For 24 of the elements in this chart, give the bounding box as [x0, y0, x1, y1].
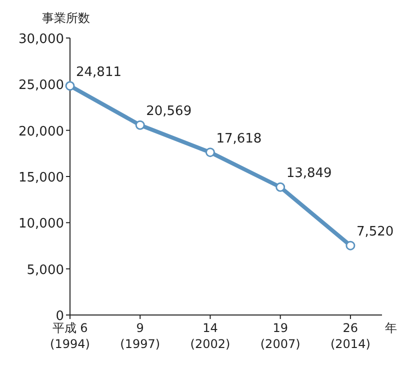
y-tick-label: 15,000 [18, 170, 64, 186]
x-axis-title: 年 [385, 321, 397, 335]
y-tick-label: 0 [56, 309, 64, 324]
x-tick-label: 9 (1997) [120, 321, 160, 351]
data-label: 7,520 [356, 224, 394, 240]
y-tick-label: 5,000 [26, 262, 64, 278]
x-tick-label: 14 (2002) [190, 321, 230, 351]
point [205, 148, 215, 158]
point [346, 240, 356, 250]
data-label: 17,618 [216, 131, 262, 146]
point [65, 81, 75, 91]
x-tick-label: 平成 6 (1994) [50, 321, 90, 351]
data-label: 13,849 [286, 166, 332, 182]
data-label: 20,569 [146, 104, 192, 120]
point [276, 182, 286, 192]
y-tick-label: 10,000 [18, 216, 64, 232]
data-label: 24,811 [76, 64, 122, 80]
y-tick-label: 30,000 [18, 32, 64, 47]
y-axis-title: 事業所数 [42, 11, 90, 25]
y-tick-label: 20,000 [18, 124, 64, 140]
x-tick-label: 19 (2007) [260, 321, 300, 351]
point [135, 120, 145, 130]
y-tick-label: 25,000 [18, 78, 64, 94]
x-tick-label: 26 (2014) [330, 321, 370, 351]
